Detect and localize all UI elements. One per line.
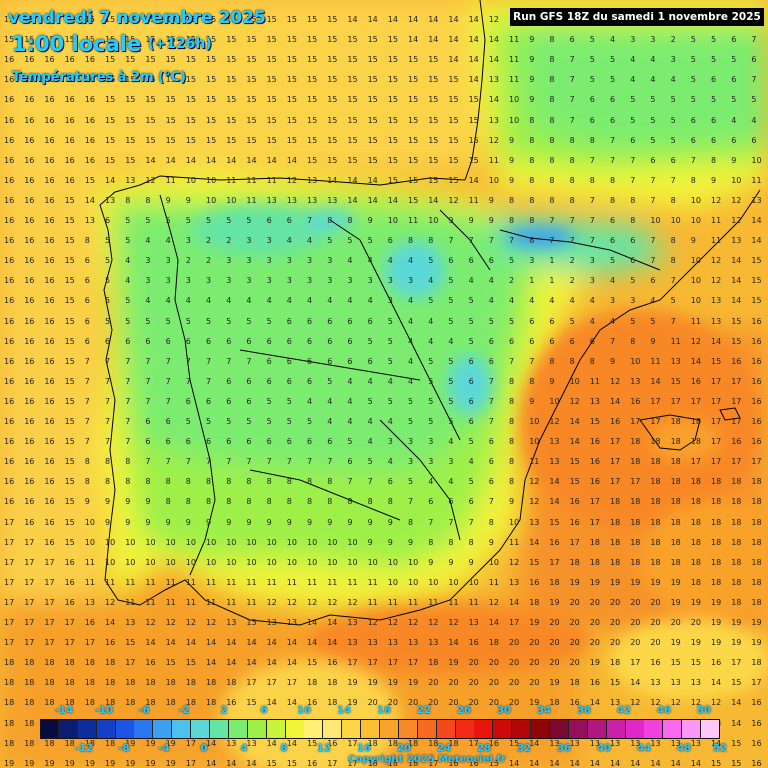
legend-swatch [228, 719, 248, 739]
legend-swatch [58, 719, 78, 739]
legend-label-top: 46 [657, 705, 671, 716]
legend-frame [40, 719, 720, 739]
legend-label-top: 38 [577, 705, 591, 716]
legend-swatch [40, 719, 59, 739]
legend-label-bottom: 28 [477, 743, 491, 754]
forecast-time: 1:00 locale [12, 32, 142, 56]
legend-label-top: 22 [417, 705, 431, 716]
legend-label-top: -10 [94, 705, 114, 716]
legend-label-bottom: -12 [74, 743, 94, 754]
legend-swatch [247, 719, 267, 739]
legend-label-bottom: 40 [597, 743, 611, 754]
legend-swatch [134, 719, 154, 739]
legend-label-top: -2 [178, 705, 190, 716]
legend-swatch [115, 719, 135, 739]
legend-swatch [96, 719, 116, 739]
legend-swatch [568, 719, 588, 739]
legend-label-bottom: 12 [317, 743, 331, 754]
variable-label: Températures à 2m (°C) [12, 70, 187, 85]
legend-label-bottom: 32 [517, 743, 531, 754]
legend-swatch [587, 719, 607, 739]
legend-label-top: 26 [457, 705, 471, 716]
legend-label-top: -6 [138, 705, 150, 716]
legend-swatch [417, 719, 437, 739]
legend-label-bottom: 0 [200, 743, 208, 754]
legend-swatch [361, 719, 381, 739]
legend-label-bottom: 48 [677, 743, 691, 754]
legend-swatch [474, 719, 494, 739]
legend-swatch [512, 719, 532, 739]
legend-swatch [493, 719, 513, 739]
legend-swatch [342, 719, 362, 739]
legend-swatch [644, 719, 664, 739]
legend-label-top: 42 [617, 705, 631, 716]
copyright: Copyright 2025 Meteociel.fr [348, 754, 506, 765]
legend-swatch [663, 719, 683, 739]
legend-label-bottom: 4 [240, 743, 248, 754]
legend-label-top: 10 [297, 705, 311, 716]
legend-label-bottom: 8 [280, 743, 288, 754]
legend-label-bottom: 16 [357, 743, 371, 754]
legend-swatch [380, 719, 399, 739]
legend-label-bottom: -8 [118, 743, 130, 754]
legend-label-top: 14 [337, 705, 351, 716]
lead-time: (+126h) [148, 36, 212, 52]
legend-label-bottom: 20 [397, 743, 411, 754]
legend-label-top: 18 [377, 705, 391, 716]
legend-swatch [606, 719, 626, 739]
legend-label-top: -14 [54, 705, 74, 716]
legend-swatch [550, 719, 569, 739]
model-run-label: Run GFS 18Z du samedi 1 novembre 2025 [510, 8, 764, 26]
legend-label-bottom: 36 [557, 743, 571, 754]
legend-label-bottom: 24 [437, 743, 451, 754]
legend-swatch [398, 719, 418, 739]
legend-swatch [531, 719, 551, 739]
legend-swatch [285, 719, 305, 739]
legend-swatch [323, 719, 343, 739]
legend-swatch [191, 719, 211, 739]
legend-swatch [172, 719, 192, 739]
legend-swatch [625, 719, 645, 739]
legend-label-top: 50 [697, 705, 711, 716]
legend-swatch [210, 719, 229, 739]
legend-swatch [436, 719, 456, 739]
forecast-date: vendredi 7 novembre 2025 [8, 8, 266, 28]
legend-label-top: 6 [260, 705, 268, 716]
legend-label-top: 30 [497, 705, 511, 716]
legend-swatch [455, 719, 475, 739]
legend-swatch [682, 719, 702, 739]
legend-label-bottom: -4 [158, 743, 170, 754]
legend-swatch [77, 719, 97, 739]
legend-label-top: 2 [220, 705, 228, 716]
legend-swatch [304, 719, 324, 739]
legend-swatch [266, 719, 286, 739]
legend-label-top: 34 [537, 705, 551, 716]
legend-label-bottom: 52 [713, 743, 727, 754]
legend-swatch [153, 719, 173, 739]
legend-label-bottom: 44 [637, 743, 651, 754]
